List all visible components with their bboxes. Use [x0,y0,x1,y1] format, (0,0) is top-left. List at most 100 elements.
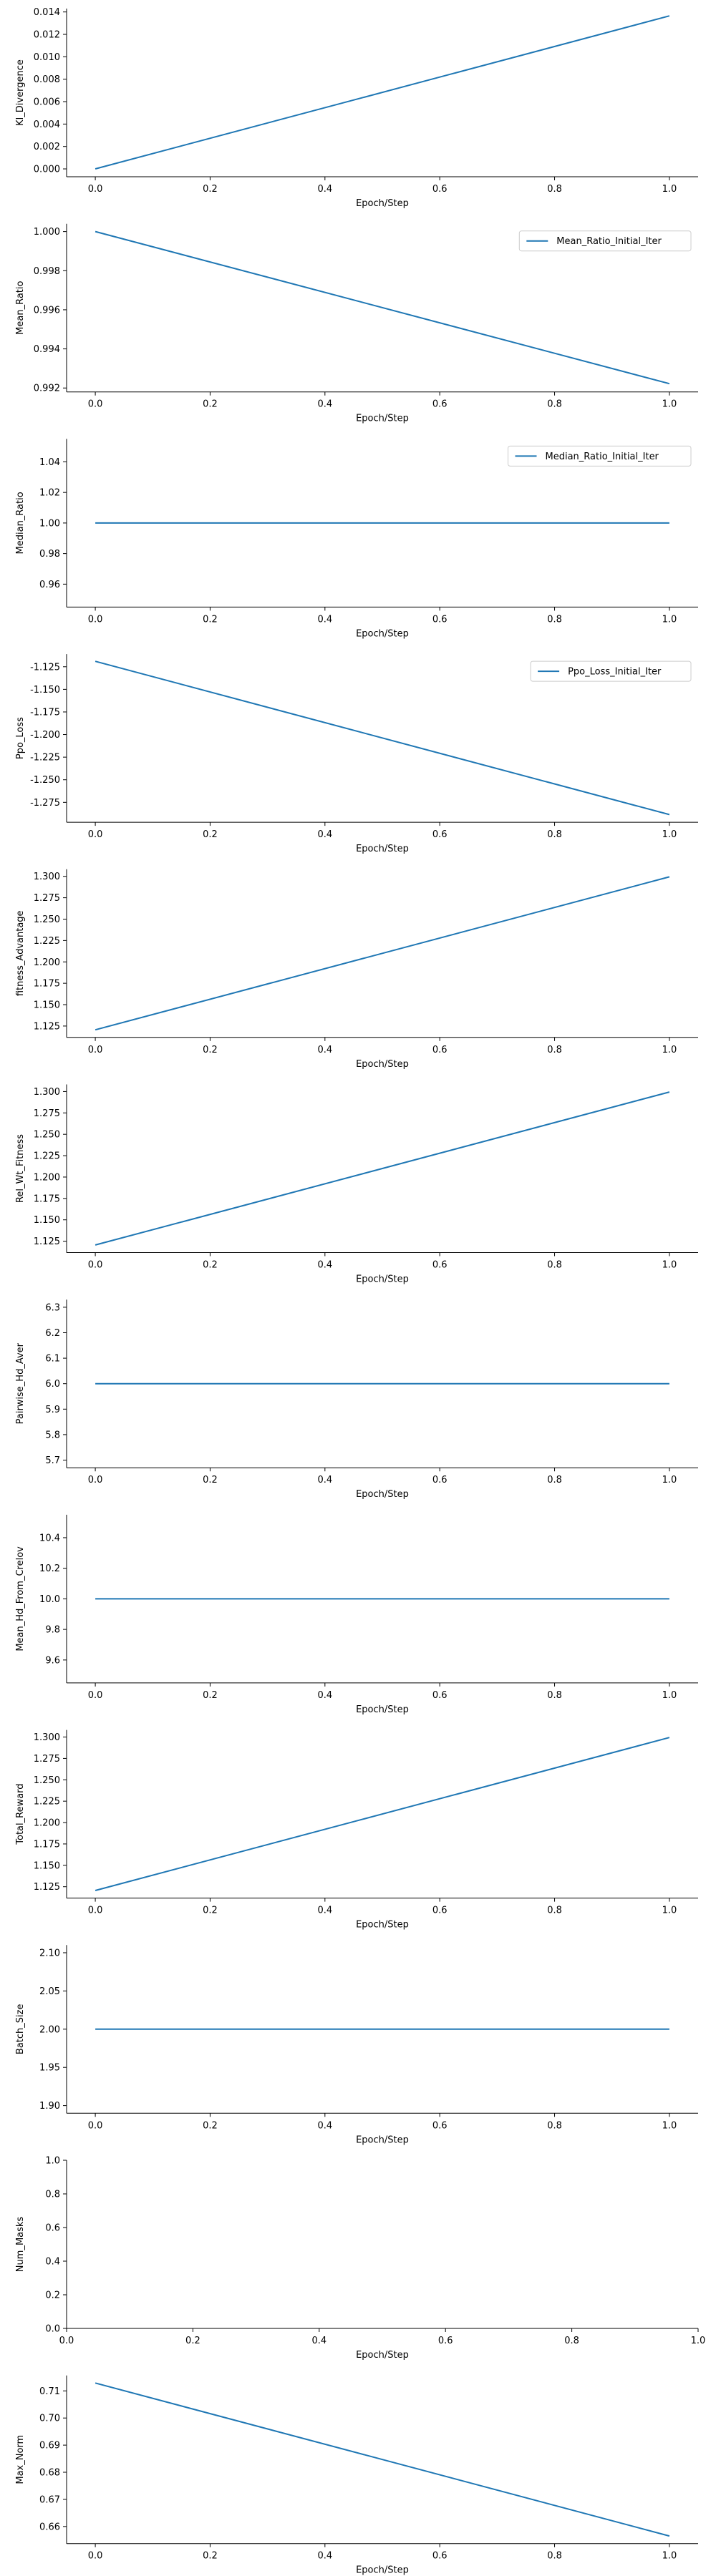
y-tick-label: 6.1 [45,1354,60,1365]
x-tick-label: 0.0 [59,2336,74,2346]
x-tick-label: 0.4 [317,1045,332,1055]
x-tick-label: 0.4 [317,184,332,195]
chart-panel-7: 0.0 0.2 0.4 0.6 0.8 1.0 5.7 5.8 5.9 6.0 6.1 6.2 6.3 E… [15,1299,698,1500]
y-axis-label: Ppo_Loss [15,717,26,759]
y-tick-label: 1.250 [34,1130,60,1141]
y-tick-label: 0.012 [34,30,60,41]
x-tick-label: 0.8 [547,1906,562,1916]
y-tick-label: 1.300 [34,1087,60,1098]
x-tick-label: 0.8 [547,184,562,195]
chart-panel-4: 0.0 0.2 0.4 0.6 0.8 1.0 -1.125 -1.150 -1.175 -1.2… [15,654,698,854]
x-tick-label: 0.4 [317,1906,332,1916]
y-tick-label: 1.200 [34,957,60,968]
y-tick-label: -1.175 [30,707,60,718]
x-tick-label: 1.0 [662,2120,677,2131]
x-tick-label: 0.2 [203,2551,218,2562]
y-tick-label: 0.71 [39,2386,60,2397]
y-axis-label: Mean_Hd_From_Crelov [15,1546,26,1652]
series-line [95,2382,670,2537]
x-axis-label: Epoch/Step [356,414,409,424]
x-tick-label: 0.4 [317,2120,332,2131]
series-line [95,660,670,816]
y-tick-label: -1.250 [30,775,60,786]
x-tick-label: 1.0 [662,184,677,195]
x-tick-label: 1.0 [662,1045,677,1055]
y-tick-label: 1.02 [39,488,60,499]
y-tick-label: 1.95 [39,2063,60,2074]
legend-box [518,230,692,252]
x-tick-label: 1.0 [691,2336,706,2346]
x-tick-label: 1.0 [662,1475,677,1485]
y-axis-label: fitness_Advantage [15,910,26,996]
y-tick-label: 1.150 [34,1860,60,1871]
x-tick-label: 0.4 [317,829,332,840]
x-tick-label: 0.4 [317,1690,332,1701]
y-tick-label: 1.0 [45,2156,60,2167]
x-tick-label: 1.0 [662,1690,677,1701]
x-tick-label: 0.4 [317,399,332,410]
y-tick-label: 9.6 [45,1655,60,1666]
y-tick-label: 0.6 [45,2223,60,2234]
x-tick-label: 0.6 [432,2120,448,2131]
x-axis-label: Epoch/Step [356,1704,409,1715]
x-tick-label: 0.4 [317,1260,332,1271]
x-tick-label: 0.6 [432,1690,448,1701]
y-tick-label: 1.275 [34,1754,60,1765]
x-axis-label: Epoch/Step [356,1274,409,1285]
y-axis-label: Median_Ratio [15,492,26,554]
y-tick-label: 10.0 [39,1594,60,1605]
x-tick-label: 0.8 [547,2120,562,2131]
x-tick-label: 0.6 [432,829,448,840]
x-tick-label: 0.2 [203,614,218,625]
x-tick-label: 0.6 [432,1045,448,1055]
x-tick-label: 0.8 [547,614,562,625]
y-axis-label: Total_Reward [15,1783,26,1845]
x-tick-label: 0.0 [88,1690,103,1701]
y-tick-label: 1.250 [34,914,60,925]
x-tick-label: 0.6 [432,2551,448,2562]
chart-panel-10: 0.0 0.2 0.4 0.6 0.8 1.0 1.90 1.95 2.00 2.05 2.10 Ep… [15,1945,698,2145]
y-tick-label: 0.70 [39,2414,60,2424]
x-axis-label: Epoch/Step [356,1059,409,1070]
x-tick-label: 0.8 [547,1690,562,1701]
x-tick-label: 0.8 [547,399,562,410]
x-tick-label: 1.0 [662,1260,677,1271]
chart-panel-11: 0.0 0.2 0.4 0.6 0.8 1.0 0.0 0.2 0.4 0.6 0.8 1.0 Epoc… [15,2156,705,2361]
y-tick-label: -1.225 [30,753,60,763]
y-tick-label: 1.175 [34,979,60,990]
y-axis-label: Rel_Wt_Fitness [15,1134,26,1203]
y-tick-label: 0.98 [39,549,60,560]
x-tick-label: 0.2 [203,399,218,410]
y-tick-label: 1.90 [39,2101,60,2112]
legend-label: Mean_Ratio_Initial_Iter [556,236,662,247]
y-tick-label: 2.10 [39,1948,60,1958]
y-tick-label: 1.200 [34,1172,60,1183]
x-axis-label: Epoch/Step [356,2135,409,2145]
series-line [95,1737,670,1891]
series-line [95,1091,670,1246]
y-tick-label: 1.175 [34,1839,60,1850]
x-tick-label: 0.8 [564,2336,579,2346]
x-tick-label: 0.0 [88,614,103,625]
y-tick-label: 6.2 [45,1328,60,1339]
x-tick-label: 0.6 [432,614,448,625]
x-tick-label: 0.0 [88,1260,103,1271]
y-tick-label: 10.2 [39,1563,60,1574]
y-tick-label: 1.125 [34,1236,60,1247]
y-tick-label: 0.4 [45,2257,60,2268]
y-tick-label: 1.250 [34,1775,60,1786]
chart-panel-12: 0.0 0.2 0.4 0.6 0.8 1.0 0.66 0.67 0.68 0.69 0.70 0.… [15,2375,698,2576]
chart-panel-5: 0.0 0.2 0.4 0.6 0.8 1.0 1.125 1.150 1.175 1.200 1.… [15,869,698,1070]
x-tick-label: 0.2 [203,1045,218,1055]
y-tick-label: 0.010 [34,52,60,63]
x-tick-label: 0.6 [432,1260,448,1271]
x-tick-label: 0.0 [88,1045,103,1055]
y-tick-label: 1.225 [34,1797,60,1807]
x-axis-label: Epoch/Step [356,198,409,209]
x-tick-label: 0.6 [432,1475,448,1485]
chart-panel-6: 0.0 0.2 0.4 0.6 0.8 1.0 1.125 1.150 1.175 1.200 1.… [15,1084,698,1285]
x-tick-label: 0.0 [88,829,103,840]
y-tick-label: 0.67 [39,2494,60,2505]
x-tick-label: 0.2 [203,2120,218,2131]
x-tick-label: 0.4 [311,2336,326,2346]
